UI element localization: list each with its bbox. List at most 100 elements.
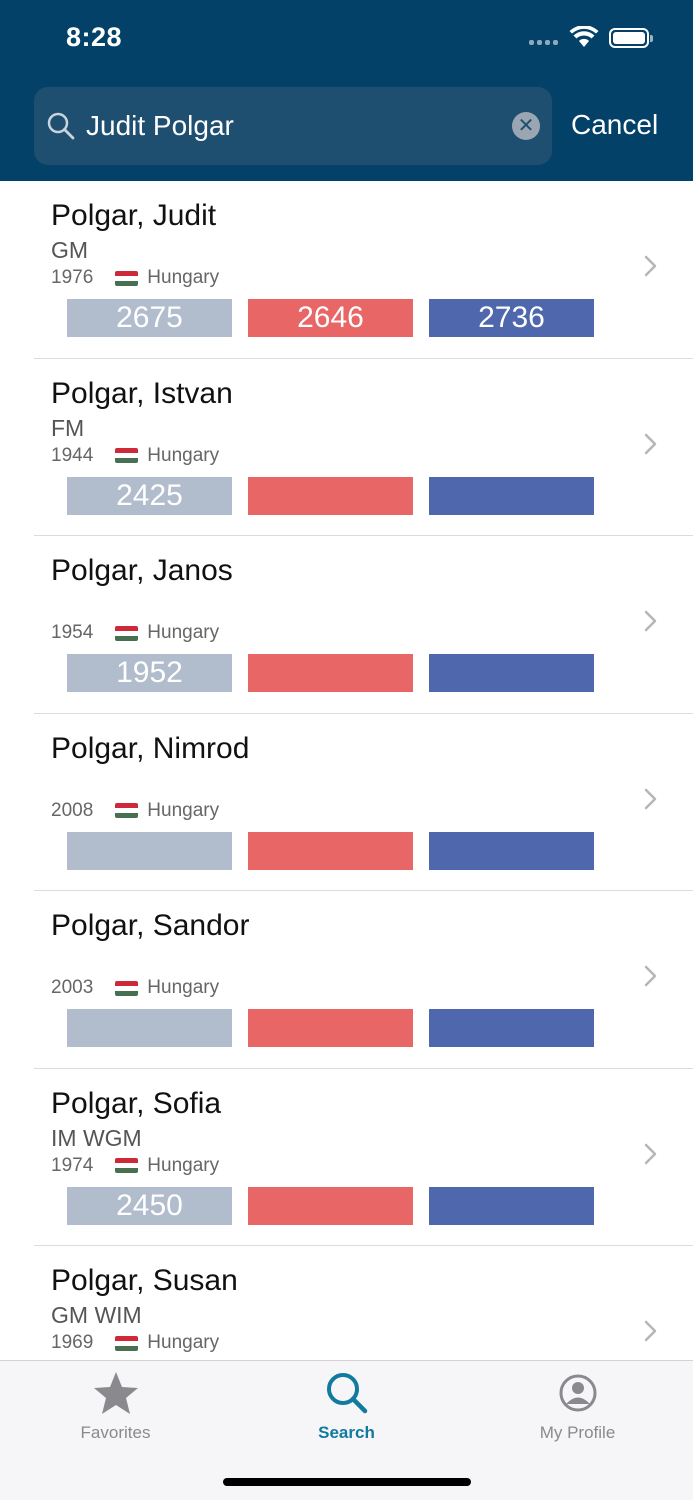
divider xyxy=(34,890,693,891)
search-input[interactable] xyxy=(86,105,496,147)
search-icon xyxy=(327,1373,368,1414)
player-meta: 1976 Hungary xyxy=(51,267,219,289)
search-box[interactable]: ✕ xyxy=(34,87,552,165)
status-time: 8:28 xyxy=(66,22,123,52)
standard-rating xyxy=(67,1009,232,1047)
divider xyxy=(34,712,693,714)
player-title: GM xyxy=(51,237,89,263)
chevron-right-icon xyxy=(644,610,657,632)
person-circle-icon xyxy=(559,1374,597,1412)
rapid-rating: 2646 xyxy=(248,299,413,337)
status-icons xyxy=(529,26,659,50)
cancel-button[interactable]: Cancel xyxy=(571,109,659,140)
standard-rating: 2675 xyxy=(67,299,232,337)
blitz-rating: 2736 xyxy=(429,299,594,337)
player-meta: 2003 Hungary xyxy=(51,977,219,999)
chevron-right-icon xyxy=(644,1320,657,1342)
standard-rating xyxy=(67,831,232,870)
player-list: Polgar, Judit GM 1976 Hungary 2675 2646 … xyxy=(0,181,693,1360)
header: 8:28 ✕ Cancel xyxy=(0,0,693,181)
player-name: Polgar, Sandor xyxy=(51,909,250,942)
standard-rating: 2425 xyxy=(67,476,232,515)
country: Hungary xyxy=(147,977,220,998)
player-meta: 1954 Hungary xyxy=(51,622,219,644)
chevron-right-icon xyxy=(644,965,657,987)
player-name: Polgar, Nimrod xyxy=(51,731,250,765)
search-icon xyxy=(47,112,75,140)
star-icon xyxy=(94,1372,138,1414)
divider xyxy=(34,357,693,359)
player-title: FM xyxy=(51,414,85,441)
player-name: Polgar, Janos xyxy=(51,554,233,587)
divider xyxy=(34,535,693,536)
blitz-rating xyxy=(429,476,594,515)
rapid-rating xyxy=(248,654,413,692)
hungary-flag-icon xyxy=(115,448,139,463)
tab-search-label: Search xyxy=(318,1423,375,1442)
home-indicator xyxy=(223,1478,471,1486)
hungary-flag-icon xyxy=(115,803,139,818)
chevron-right-icon xyxy=(644,1143,657,1164)
rapid-rating xyxy=(248,1009,413,1047)
rapid-rating xyxy=(248,476,413,515)
list-item[interactable]: Polgar, Sofia IM WGM 1974 Hungary 2450 xyxy=(0,1069,693,1246)
country: Hungary xyxy=(147,1154,220,1176)
divider xyxy=(34,1245,693,1246)
blitz-rating xyxy=(429,654,594,692)
list-item[interactable]: Polgar, Sandor 2003 Hungary xyxy=(0,891,693,1069)
tab-my-profile-label: My Profile xyxy=(539,1423,616,1442)
list-item[interactable]: Polgar, Janos 1954 Hungary 1952 xyxy=(0,536,693,714)
player-title: IM WGM xyxy=(51,1124,142,1151)
player-meta: 1969 Hungary xyxy=(51,1332,219,1354)
blitz-rating xyxy=(429,1009,594,1047)
player-title: GM WIM xyxy=(51,1302,142,1328)
divider xyxy=(34,1067,693,1069)
clear-icon[interactable]: ✕ xyxy=(512,112,540,140)
player-name: Polgar, Istvan xyxy=(51,376,233,410)
birth-year: 2003 xyxy=(51,977,94,998)
player-name: Polgar, Judit xyxy=(51,199,217,232)
birth-year: 1954 xyxy=(51,622,94,643)
player-meta: 2008 Hungary xyxy=(51,800,219,822)
list-item[interactable]: Polgar, Susan GM WIM 1969 Hungary xyxy=(0,1246,693,1360)
list-item[interactable]: Polgar, Nimrod 2008 Hungary xyxy=(0,714,693,891)
hungary-flag-icon xyxy=(115,980,139,996)
chevron-right-icon xyxy=(644,433,657,454)
player-name: Polgar, Susan xyxy=(51,1264,238,1297)
country: Hungary xyxy=(147,267,220,288)
birth-year: 2008 xyxy=(51,799,94,821)
birth-year: 1974 xyxy=(51,1154,94,1176)
hungary-flag-icon xyxy=(115,1335,139,1351)
country: Hungary xyxy=(147,1332,220,1353)
tab-bar: Favorites Search My Profile xyxy=(0,1360,693,1500)
country: Hungary xyxy=(147,622,220,643)
tab-favorites-label: Favorites xyxy=(80,1423,151,1442)
tab-my-profile[interactable]: My Profile xyxy=(462,1361,693,1451)
country: Hungary xyxy=(147,444,220,466)
hungary-flag-icon xyxy=(115,270,139,286)
birth-year: 1944 xyxy=(51,444,94,466)
birth-year: 1969 xyxy=(51,1332,94,1353)
list-item[interactable]: Polgar, Istvan FM 1944 Hungary 2425 xyxy=(0,359,693,536)
blitz-rating xyxy=(429,1186,594,1225)
rapid-rating xyxy=(248,831,413,870)
tab-favorites[interactable]: Favorites xyxy=(0,1361,231,1451)
hungary-flag-icon xyxy=(115,1158,139,1173)
country: Hungary xyxy=(147,799,220,821)
hungary-flag-icon xyxy=(115,625,139,641)
chevron-right-icon xyxy=(644,255,657,277)
player-name: Polgar, Sofia xyxy=(51,1086,222,1120)
standard-rating: 1952 xyxy=(67,654,232,692)
battery-icon xyxy=(609,28,653,48)
rapid-rating xyxy=(248,1186,413,1225)
player-meta: 1974 Hungary xyxy=(51,1155,219,1177)
player-meta: 1944 Hungary xyxy=(51,445,219,467)
tab-search[interactable]: Search xyxy=(231,1361,462,1451)
chevron-right-icon xyxy=(644,788,657,809)
birth-year: 1976 xyxy=(51,267,94,288)
wifi-icon xyxy=(569,26,599,47)
list-item[interactable]: Polgar, Judit GM 1976 Hungary 2675 2646 … xyxy=(0,181,693,359)
signal-icon xyxy=(529,40,561,46)
blitz-rating xyxy=(429,831,594,870)
standard-rating: 2450 xyxy=(67,1186,232,1225)
